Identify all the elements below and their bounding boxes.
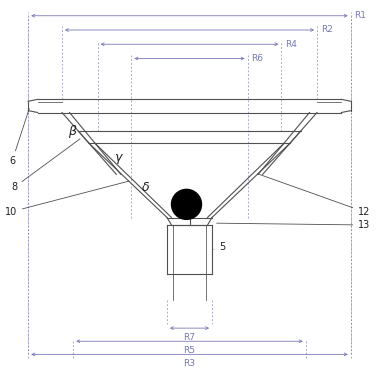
Text: $\beta$: $\beta$ — [67, 123, 77, 140]
Text: R4: R4 — [285, 40, 297, 49]
Text: $\delta$: $\delta$ — [141, 181, 150, 194]
Text: $\gamma$: $\gamma$ — [114, 152, 124, 166]
Text: R2: R2 — [321, 26, 333, 34]
Text: 12: 12 — [258, 174, 371, 217]
Circle shape — [172, 189, 202, 219]
Text: R7: R7 — [183, 333, 196, 342]
Text: 8: 8 — [11, 139, 80, 192]
Text: R6: R6 — [251, 54, 263, 63]
Text: R1: R1 — [354, 11, 366, 20]
Text: 6: 6 — [9, 109, 29, 166]
Text: R5: R5 — [183, 346, 196, 355]
Text: R3: R3 — [183, 359, 196, 368]
Text: 10: 10 — [5, 181, 129, 217]
Text: 5: 5 — [214, 243, 226, 252]
Text: 13: 13 — [217, 220, 371, 230]
